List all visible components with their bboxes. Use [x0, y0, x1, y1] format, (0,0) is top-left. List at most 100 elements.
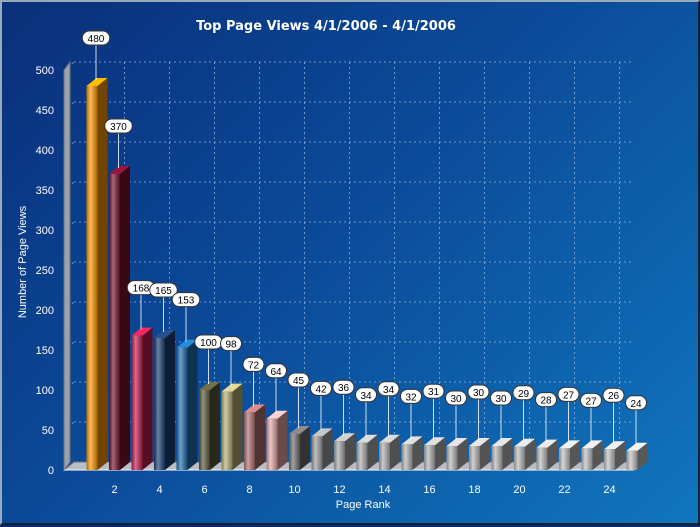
- label-bubble: [580, 392, 602, 408]
- data-label: 26: [608, 391, 620, 402]
- y-axis-label: Number of Page Views: [17, 205, 29, 318]
- bar-side: [277, 410, 288, 470]
- bar-top: [446, 438, 468, 446]
- bar-side: [97, 78, 108, 470]
- bar: [604, 441, 625, 470]
- bar-gloss: [154, 338, 165, 470]
- bar-gloss: [424, 445, 435, 470]
- data-label: 480: [88, 34, 105, 45]
- bar-side: [615, 441, 625, 470]
- data-label: 64: [270, 367, 282, 378]
- x-tick-label: 6: [201, 484, 207, 496]
- label-bubble: [445, 390, 467, 406]
- label-bubble: [242, 356, 265, 372]
- bar-top: [176, 339, 198, 348]
- bar: [244, 404, 265, 470]
- bar-gloss: [199, 390, 210, 470]
- bar: [109, 166, 130, 470]
- y-tick-label: 500: [36, 65, 54, 77]
- x-tick-label: 20: [513, 484, 525, 496]
- x-tick-label: 18: [468, 484, 480, 496]
- x-tick-label: 24: [603, 484, 615, 496]
- bar-side: [165, 330, 175, 470]
- bar-side: [367, 434, 378, 470]
- data-label: 30: [450, 394, 462, 405]
- bar-top: [536, 439, 558, 448]
- data-label: 32: [405, 392, 417, 403]
- bar-side: [255, 404, 265, 470]
- data-label: 24: [630, 399, 642, 410]
- label-bubble: [149, 282, 178, 298]
- bar-gloss: [604, 449, 615, 470]
- bar-side: [570, 440, 580, 470]
- label-bubble: [535, 392, 557, 408]
- x-tick-label: 4: [156, 484, 162, 496]
- data-label: 153: [178, 296, 195, 307]
- bar-gloss: [559, 448, 570, 470]
- bar-top: [109, 166, 130, 174]
- bar: [514, 438, 535, 470]
- bar-top: [334, 433, 355, 442]
- data-label: 30: [473, 388, 485, 399]
- x-tick-label: 16: [423, 484, 435, 496]
- bar-gloss: [334, 441, 345, 470]
- bar: [424, 437, 445, 470]
- bar: [469, 438, 490, 470]
- x-tick-label: 12: [333, 484, 345, 496]
- bar: [221, 383, 243, 470]
- data-label: 28: [540, 396, 552, 407]
- bar-top: [401, 436, 423, 445]
- bar-side: [345, 433, 355, 470]
- y-tick-label: 350: [36, 185, 54, 197]
- x-tick-label: 2: [111, 484, 117, 496]
- bar: [356, 434, 378, 470]
- label-bubble: [355, 387, 377, 403]
- bar-gloss: [491, 446, 503, 470]
- bar-top: [266, 410, 288, 419]
- data-label: 36: [338, 383, 350, 394]
- bar-side: [525, 438, 535, 470]
- bar-side: [480, 438, 490, 470]
- bar-gloss: [514, 446, 525, 470]
- bar-gloss: [311, 436, 323, 470]
- y-tick-label: 0: [48, 465, 54, 477]
- bar: [266, 410, 288, 470]
- chart-title: Top Page Views 4/1/2006 - 4/1/2006: [196, 19, 456, 34]
- data-label: 29: [518, 389, 530, 400]
- bar-gloss: [266, 418, 278, 470]
- bar-side: [592, 440, 603, 470]
- data-label: 98: [225, 340, 237, 351]
- bar-side: [300, 426, 310, 470]
- data-label: 45: [293, 376, 305, 387]
- y-tick-label: 250: [36, 265, 54, 277]
- bar-top: [514, 438, 535, 447]
- x-tick-label: 10: [288, 484, 300, 496]
- y-tick-label: 100: [36, 385, 54, 397]
- bar: [559, 440, 580, 470]
- bar-side: [390, 434, 400, 470]
- y-axis-wall: [63, 60, 71, 472]
- bar-top: [469, 438, 490, 446]
- data-label: 100: [200, 338, 217, 349]
- y-tick-label: 150: [36, 345, 54, 357]
- bar-top: [289, 426, 310, 434]
- data-label: 72: [248, 360, 260, 371]
- y-tick-label: 400: [36, 145, 54, 157]
- bar-gloss: [109, 174, 120, 470]
- bar-gloss: [536, 447, 548, 470]
- label-bubble: [602, 387, 625, 403]
- bar: [446, 438, 468, 470]
- label-bubble: [332, 379, 355, 395]
- label-bubble: [557, 386, 580, 402]
- bar-top: [626, 442, 648, 451]
- label-bubble: [171, 292, 201, 308]
- bar-gloss: [469, 446, 480, 470]
- bar: [626, 442, 648, 470]
- data-label: 34: [383, 385, 395, 396]
- bar-side: [232, 383, 243, 470]
- bar-top: [424, 437, 445, 446]
- label-bubble: [265, 363, 287, 379]
